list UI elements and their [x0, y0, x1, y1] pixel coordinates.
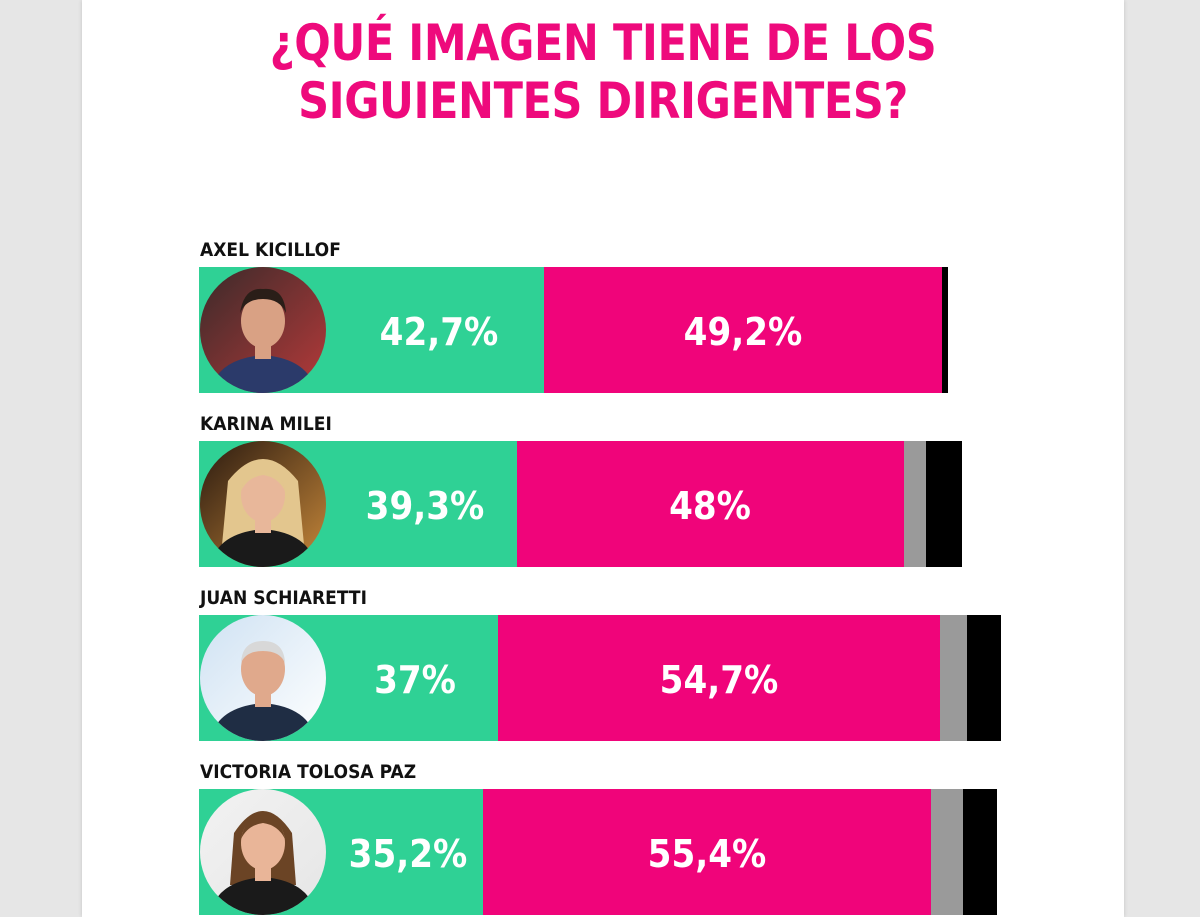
bar-segment-neutral-karina-milei [904, 441, 927, 567]
data-label-positive-axel-kicillof: 42,7% [379, 310, 498, 354]
bar-segment-negative-juan-schiaretti [497, 615, 940, 741]
bar-segment-negative-victoria-tolosa-paz [483, 789, 932, 915]
data-label-positive-karina-milei: 39,3% [365, 484, 485, 528]
chart-title-line-2: SIGUIENTES DIRIGENTES? [298, 72, 908, 130]
bar-name-karina-milei: KARINA MILEI [200, 413, 332, 435]
bar-segment-nsnc-victoria-tolosa-paz [962, 789, 998, 915]
data-label-positive-victoria-tolosa-paz: 35,2% [348, 832, 468, 876]
chart-title-line-1: ¿QUÉ IMAGEN TIENE DE LOS [269, 14, 937, 72]
bar-segment-neutral-victoria-tolosa-paz [931, 789, 963, 915]
bar-segment-nsnc-karina-milei [926, 441, 962, 567]
bar-segment-neutral-juan-schiaretti [939, 615, 968, 741]
infographic-page: ¿QUÉ IMAGEN TIENE DE LOS SIGUIENTES DIRI… [82, 0, 1124, 917]
bar-segment-negative-karina-milei [516, 441, 905, 567]
data-label-positive-juan-schiaretti: 37% [374, 658, 457, 702]
bar-name-axel-kicillof: AXEL KICILLOF [200, 239, 341, 261]
avatar-juan-schiaretti-icon [200, 615, 326, 741]
data-label-negative-karina-milei: 48% [669, 484, 752, 528]
bar-segment-nsnc-juan-schiaretti [967, 615, 1002, 741]
bar-name-juan-schiaretti: JUAN SCHIARETTI [200, 587, 367, 609]
data-label-negative-axel-kicillof: 49,2% [683, 310, 803, 354]
chart-title: ¿QUÉ IMAGEN TIENE DE LOS SIGUIENTES DIRI… [155, 14, 1051, 130]
bar-name-victoria-tolosa-paz: VICTORIA TOLOSA PAZ [200, 761, 417, 783]
data-label-negative-victoria-tolosa-paz: 55,4% [647, 832, 767, 876]
bar-segment-nsnc-axel-kicillof [941, 267, 948, 393]
bar-segment-negative-axel-kicillof [544, 267, 942, 393]
avatar-karina-milei-icon [200, 441, 326, 567]
avatar-axel-kicillof-icon [200, 267, 326, 393]
avatar-victoria-tolosa-paz-icon [200, 789, 326, 915]
data-label-negative-juan-schiaretti: 54,7% [659, 658, 779, 702]
